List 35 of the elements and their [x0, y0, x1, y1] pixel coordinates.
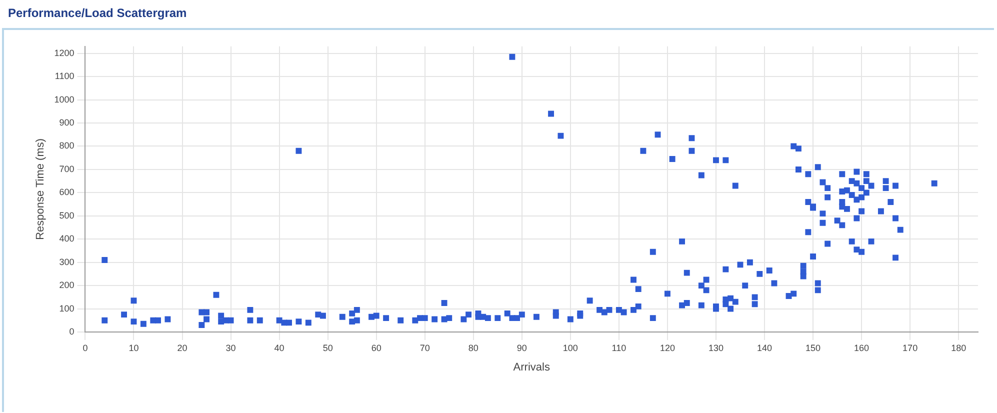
y-tick-label: 900: [59, 118, 74, 128]
y-tick-label: 800: [59, 140, 74, 151]
x-tick-label: 80: [468, 342, 478, 353]
y-tick-label: 400: [59, 234, 74, 244]
x-tick-label: 40: [274, 342, 284, 353]
x-tick-label: 20: [177, 342, 188, 353]
y-tick-label: 100: [59, 303, 74, 314]
x-tick-label: 60: [371, 342, 382, 353]
x-tick-label: 30: [226, 342, 236, 353]
x-tick-label: 150: [806, 342, 821, 353]
x-tick-label: 100: [562, 342, 578, 353]
chart-title: Performance/Load Scattergram: [8, 6, 187, 20]
x-tick-label: 10: [128, 342, 139, 353]
x-tick-label: 0: [82, 342, 88, 353]
y-axis-title: Response Time (ms): [34, 138, 47, 240]
x-tick-label: 110: [612, 342, 626, 353]
x-tick-label: 170: [902, 342, 918, 353]
x-tick-label: 130: [708, 342, 724, 353]
y-tick-label: 1000: [54, 94, 74, 104]
x-tick-label: 90: [516, 342, 527, 353]
y-tick-label: 500: [59, 210, 74, 220]
x-tick-label: 160: [854, 342, 870, 353]
y-tick-label: 700: [59, 164, 74, 174]
x-tick-label: 140: [756, 342, 772, 353]
y-tick-label: 1200: [54, 48, 74, 58]
x-tick-label: 120: [660, 342, 675, 353]
y-tick-label: 1100: [54, 71, 74, 82]
x-tick-label: 70: [420, 342, 430, 353]
y-tick-label: 300: [59, 256, 74, 267]
x-tick-label: 180: [951, 342, 966, 353]
y-tick-label: 600: [59, 187, 74, 198]
x-axis-title: Arrivals: [513, 361, 550, 374]
x-tick-label: 50: [322, 342, 333, 353]
y-tick-label: 200: [59, 280, 74, 290]
y-tick-label: 0: [69, 326, 74, 336]
